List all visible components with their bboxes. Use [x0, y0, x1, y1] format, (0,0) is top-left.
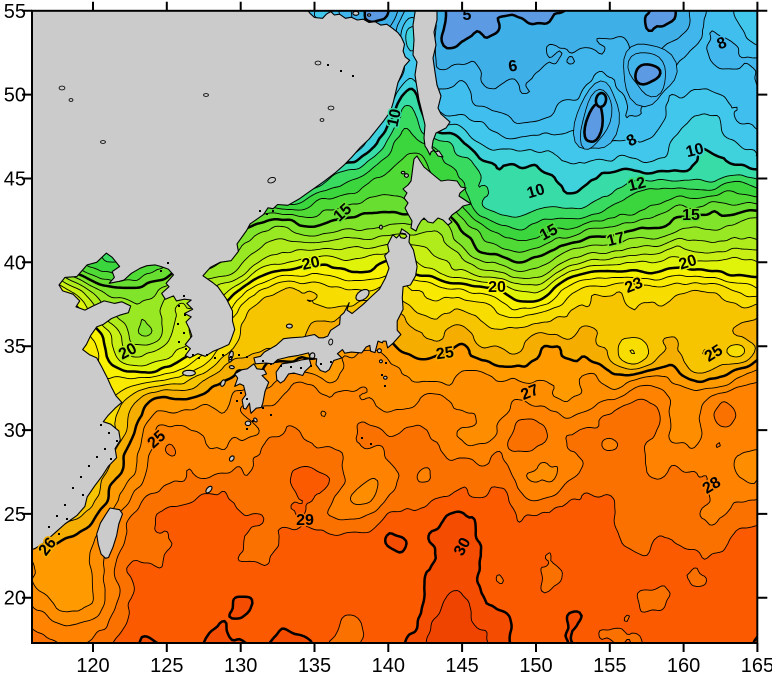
svg-text:40: 40	[4, 252, 26, 274]
svg-text:20: 20	[4, 588, 26, 610]
svg-text:125: 125	[150, 655, 183, 675]
svg-text:20: 20	[488, 279, 506, 296]
svg-text:12: 12	[626, 174, 647, 195]
svg-text:6: 6	[507, 58, 518, 76]
svg-text:165: 165	[741, 655, 772, 675]
svg-text:55: 55	[4, 1, 26, 23]
svg-text:50: 50	[4, 85, 26, 107]
svg-text:25: 25	[4, 504, 26, 526]
svg-text:29: 29	[296, 512, 314, 529]
svg-text:120: 120	[76, 655, 109, 675]
svg-text:135: 135	[298, 655, 331, 675]
svg-text:140: 140	[372, 655, 405, 675]
svg-text:20: 20	[300, 254, 321, 274]
svg-text:35: 35	[4, 336, 26, 358]
svg-text:10: 10	[385, 107, 405, 128]
svg-text:145: 145	[445, 655, 478, 675]
svg-text:15: 15	[682, 207, 700, 224]
svg-text:5: 5	[463, 7, 472, 24]
svg-text:130: 130	[224, 655, 257, 675]
svg-text:155: 155	[593, 655, 626, 675]
svg-text:10: 10	[684, 140, 705, 161]
svg-text:30: 30	[4, 420, 26, 442]
svg-text:45: 45	[4, 169, 26, 191]
svg-text:160: 160	[667, 655, 700, 675]
svg-text:25: 25	[435, 344, 455, 363]
svg-text:150: 150	[519, 655, 552, 675]
svg-text:17: 17	[605, 229, 626, 250]
